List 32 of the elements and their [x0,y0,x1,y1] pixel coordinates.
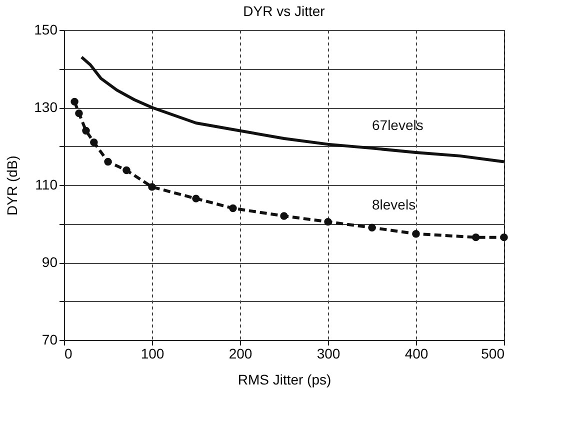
point [324,218,332,226]
point [280,212,288,220]
x-tick-label: 500 [481,346,505,362]
y-tick-label: 150 [34,22,58,38]
chart-title: DYR vs Jitter [243,3,326,19]
point [122,166,130,174]
series-label: 67levels [372,117,424,134]
x-tick-label: 200 [228,346,252,362]
point [412,230,420,238]
point [70,98,78,106]
y-tick-label: 90 [42,254,58,270]
point [368,224,376,232]
y-tick-label: 110 [35,176,58,192]
y-axis-title: DYR (dB) [4,156,20,216]
y-tick-label: 130 [34,99,58,115]
point [500,233,508,242]
point [104,158,112,166]
point [472,233,480,242]
point [82,126,90,135]
x-tick-label: 0 [64,346,72,362]
point [90,138,98,146]
x-tick-label: 300 [316,346,340,362]
y-tick-label: 70 [42,332,58,348]
x-tick-label: 100 [140,346,164,362]
x-tick-label: 400 [404,346,428,362]
line-series [80,56,506,164]
point [192,194,200,202]
series-label: 8levels [372,196,416,213]
point [148,183,156,191]
point [75,109,83,118]
x-axis-title: RMS Jitter (ps) [238,372,332,388]
point [229,204,237,212]
